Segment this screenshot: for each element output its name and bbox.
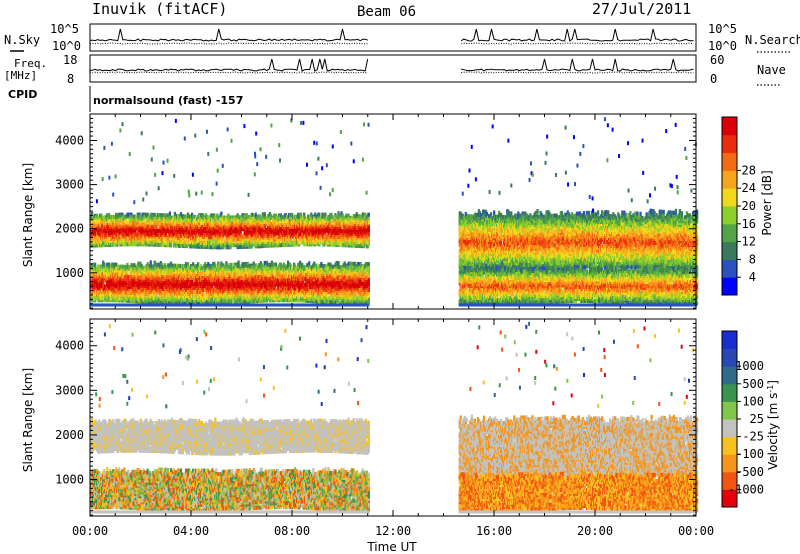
rti-cell bbox=[220, 212, 222, 216]
beam-label: Beam 06 bbox=[357, 4, 416, 20]
rti-cell bbox=[300, 213, 302, 217]
rti-figure: Inuvik (fitACF) Beam 06 27/Jul/2011 N.Sk… bbox=[0, 0, 800, 554]
rti-cell bbox=[147, 213, 149, 217]
freq-label-line2: [MHz] bbox=[4, 69, 37, 82]
nsky-tick-bottom: 10^0 bbox=[52, 39, 81, 53]
cpid-label: CPID bbox=[8, 88, 37, 101]
rti-cell bbox=[174, 212, 176, 216]
rti-cell bbox=[126, 213, 128, 217]
rti-cell bbox=[192, 215, 194, 219]
rti-cell bbox=[125, 221, 127, 225]
rti-cell bbox=[100, 213, 102, 217]
cpid-program: normalsound (fast) -157 bbox=[93, 94, 243, 107]
rti-cell bbox=[252, 213, 254, 217]
rti-cell bbox=[177, 214, 179, 218]
nsearch-label: N.Search bbox=[745, 33, 800, 47]
rti-cell bbox=[184, 214, 186, 218]
freq-panel: Freq. [MHz] 18 8 60 0 Nave bbox=[4, 53, 786, 86]
freq-series bbox=[90, 59, 694, 71]
rti-cell bbox=[169, 212, 171, 216]
nsky-series bbox=[90, 29, 694, 41]
rti-cell bbox=[318, 213, 320, 217]
power-scatter bbox=[90, 117, 698, 306]
nsearch-tick-top: 10^5 bbox=[708, 22, 737, 36]
rti-cell bbox=[348, 214, 350, 218]
rti-cell bbox=[255, 213, 257, 217]
date-label: 27/Jul/2011 bbox=[592, 0, 691, 18]
rti-cell bbox=[146, 242, 148, 246]
rti-cell bbox=[163, 213, 165, 217]
rti-cell bbox=[331, 215, 333, 219]
nsearch-series bbox=[90, 43, 694, 44]
rti-cell bbox=[154, 213, 156, 217]
rti-cell bbox=[309, 220, 311, 224]
rti-cell bbox=[296, 229, 298, 233]
rti-cell bbox=[303, 213, 305, 217]
station-title: Inuvik (fitACF) bbox=[92, 0, 227, 18]
rti-cell bbox=[102, 241, 104, 245]
cpid-panel: CPID normalsound (fast) -157 bbox=[8, 86, 243, 112]
freq-frame bbox=[90, 55, 696, 82]
rti-cell bbox=[170, 243, 172, 247]
nave-tick-top: 60 bbox=[710, 53, 724, 67]
rti-cell bbox=[97, 235, 99, 239]
rti-cell bbox=[264, 224, 266, 228]
rti-cell bbox=[297, 213, 299, 217]
nave-series bbox=[90, 72, 694, 73]
freq-tick-bottom: 8 bbox=[67, 72, 74, 86]
rti-cell bbox=[238, 215, 240, 219]
nsky-label: N.Sky bbox=[4, 33, 40, 47]
nsky-panel: N.Sky 10^5 10^0 10^5 10^0 N.Search bbox=[4, 22, 800, 53]
nsearch-tick-bottom: 10^0 bbox=[708, 39, 737, 53]
rti-cell bbox=[264, 212, 266, 216]
rti-cell bbox=[214, 215, 216, 219]
nsky-frame bbox=[90, 24, 696, 51]
rti-cell bbox=[231, 221, 233, 225]
nave-label: Nave bbox=[757, 63, 786, 77]
rti-cell bbox=[233, 243, 235, 247]
freq-tick-top: 18 bbox=[63, 53, 77, 67]
rti-cell bbox=[158, 213, 160, 217]
nsky-tick-top: 10^5 bbox=[50, 22, 79, 36]
nave-tick-bottom: 0 bbox=[710, 72, 717, 86]
rti-cell bbox=[97, 216, 99, 220]
rti-cell bbox=[324, 213, 326, 217]
rti-cell bbox=[165, 213, 167, 217]
rti-cell bbox=[132, 220, 134, 224]
rti-cell bbox=[94, 238, 96, 242]
rti-cell bbox=[315, 215, 317, 219]
